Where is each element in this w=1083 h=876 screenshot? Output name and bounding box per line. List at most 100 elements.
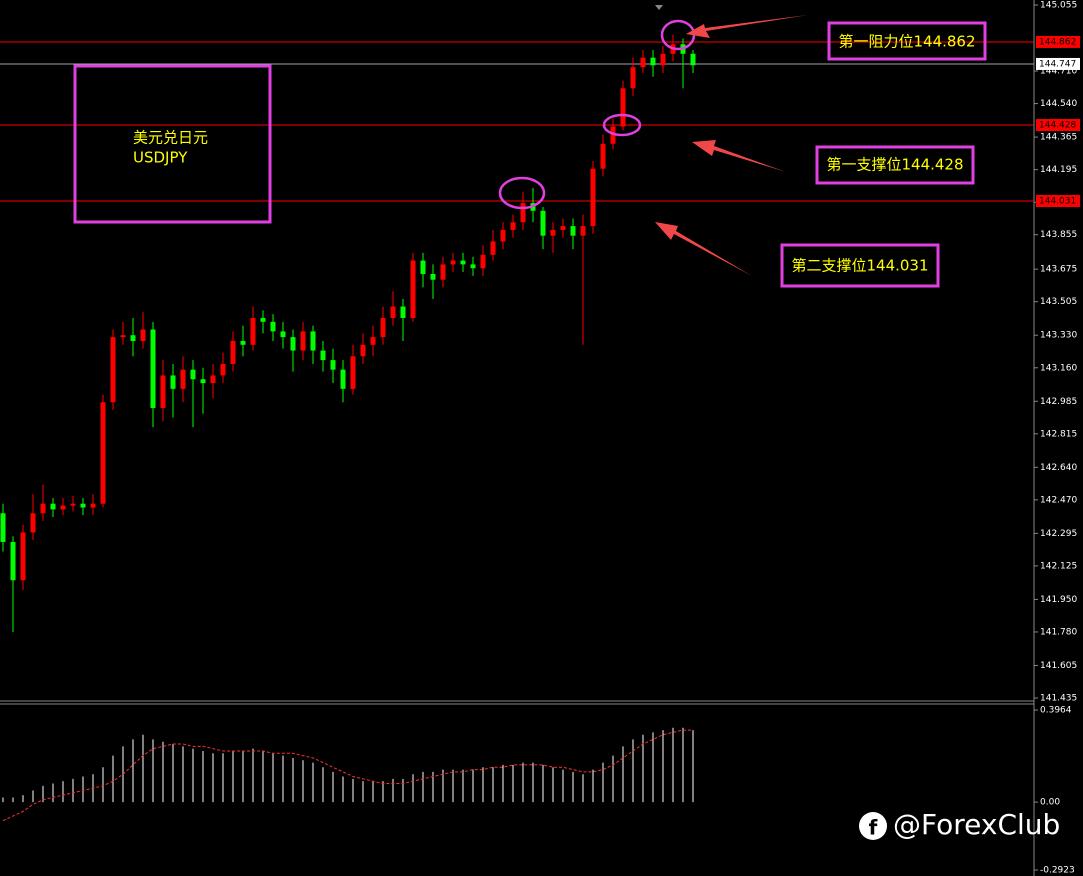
- candle-body: [470, 264, 476, 269]
- candle-body: [80, 503, 86, 508]
- candle-body: [220, 363, 226, 376]
- candle-body: [590, 168, 596, 227]
- y-tick-label: 142.985: [1040, 397, 1077, 407]
- candle-body: [70, 503, 76, 506]
- candle-body: [660, 53, 666, 66]
- marker: [655, 5, 663, 10]
- candle-body: [490, 241, 496, 255]
- candle-body: [380, 317, 386, 338]
- candle-body: [60, 505, 66, 510]
- candle-body: [0, 513, 6, 542]
- candle-body: [180, 369, 186, 389]
- candle-body: [580, 226, 586, 236]
- highlight-circle: [498, 176, 546, 210]
- candle-body: [290, 337, 296, 351]
- arrow: [655, 222, 752, 276]
- y-tick-label: 141.780: [1040, 627, 1077, 637]
- y-tick-label: 143.330: [1040, 331, 1077, 341]
- candle-body: [110, 337, 116, 403]
- level-label-box: [1036, 35, 1080, 48]
- candle-body: [600, 143, 606, 169]
- candle-body: [650, 57, 656, 66]
- y-tick-label: 142.295: [1040, 529, 1077, 539]
- y-tick-label: 143.160: [1040, 363, 1077, 373]
- candle-body: [430, 273, 436, 280]
- candle-body: [690, 53, 696, 66]
- candle-body: [310, 331, 316, 351]
- watermark: @ForexClub: [893, 808, 1060, 841]
- y-tick-label: 142.125: [1040, 561, 1077, 571]
- candle-body: [330, 360, 336, 370]
- candle-body: [500, 229, 506, 242]
- candle-body: [230, 340, 236, 364]
- candle-body: [400, 306, 406, 318]
- candle-body: [340, 369, 346, 389]
- candle-body: [360, 344, 366, 357]
- candle-body: [630, 67, 636, 89]
- y-tick-label: 142.470: [1040, 495, 1077, 505]
- arrow: [686, 15, 808, 38]
- candle-body: [20, 532, 26, 581]
- watermark-icon: [859, 812, 887, 840]
- level-label-box: [1036, 119, 1080, 132]
- candle-body: [120, 335, 126, 338]
- candle-body: [390, 306, 396, 318]
- candle-body: [150, 329, 156, 408]
- level-label: 144.862: [1039, 37, 1076, 47]
- symbol-code: USDJPY: [133, 149, 188, 167]
- highlight-circle: [602, 113, 642, 137]
- candle-body: [460, 260, 466, 265]
- y-tick-label: 144.195: [1040, 165, 1077, 175]
- candle-body: [280, 331, 286, 338]
- candle-body: [170, 375, 176, 389]
- candle-body: [300, 331, 306, 351]
- annotation: 第一阻力位144.862: [838, 33, 975, 51]
- candle-body: [620, 88, 626, 127]
- candle-body: [610, 126, 616, 144]
- candle-body: [200, 379, 206, 384]
- y-tick-label: 144.540: [1040, 99, 1077, 109]
- y-tick-label: 141.950: [1040, 595, 1077, 605]
- candle-body: [140, 329, 146, 341]
- candle-body: [90, 503, 96, 508]
- level-label-box: [1036, 57, 1080, 70]
- candle-body: [420, 260, 426, 274]
- candle-body: [50, 503, 56, 510]
- candle-body: [130, 335, 136, 341]
- candle-body: [450, 260, 456, 265]
- annotation-box: [780, 243, 940, 288]
- candle-body: [320, 350, 326, 361]
- signal-line: [2, 729, 693, 822]
- candle-body: [260, 317, 266, 322]
- candle-body: [640, 57, 646, 68]
- candle-body: [510, 222, 516, 230]
- level-label-box: [1036, 195, 1080, 208]
- symbol-box: [73, 64, 272, 224]
- candle-body: [190, 369, 196, 380]
- candle-body: [40, 503, 46, 514]
- y-tick-label: 142.640: [1040, 463, 1077, 473]
- candle-body: [30, 513, 36, 533]
- candle-body: [570, 226, 576, 236]
- y-tick-label: 0.3964: [1040, 706, 1072, 716]
- candle-body: [350, 356, 356, 389]
- y-tick-label: 143.505: [1040, 297, 1077, 307]
- y-tick-label: 142.815: [1040, 429, 1077, 439]
- candle-body: [560, 226, 566, 230]
- level-label: 144.031: [1039, 197, 1076, 207]
- y-tick-label: 143.675: [1040, 265, 1077, 275]
- y-tick-label: 141.605: [1040, 661, 1077, 671]
- level-label: 144.747: [1039, 59, 1076, 69]
- annotation-box: [827, 21, 987, 61]
- annotation: 第一支撑位144.428: [826, 156, 963, 174]
- candle-body: [100, 402, 106, 504]
- candle-body: [10, 541, 16, 581]
- candle-body: [550, 229, 556, 236]
- candle-body: [210, 375, 216, 384]
- y-tick-label: 145.055: [1040, 1, 1077, 11]
- candle-body: [410, 260, 416, 318]
- y-tick-label: 144.710: [1040, 67, 1077, 77]
- candle-body: [270, 321, 276, 332]
